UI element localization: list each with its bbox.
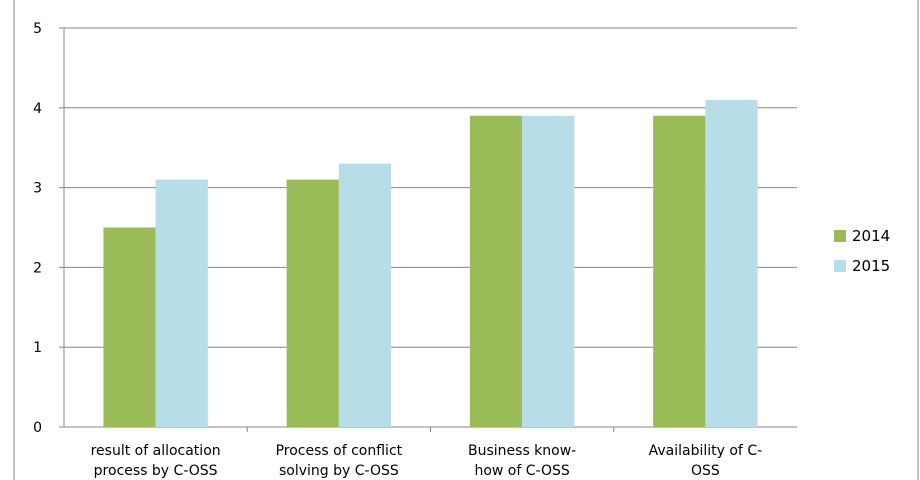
bar-2015-cat-0 xyxy=(155,179,208,427)
bar-2014-cat-0 xyxy=(103,227,156,427)
y-tick-label: 3 xyxy=(33,181,42,197)
x-category-label: Availability of C- xyxy=(649,443,763,459)
x-category-label: OSS xyxy=(691,463,720,479)
legend-label-2014: 2014 xyxy=(852,227,890,245)
axis-labels: 0 1 2 3 4 5 result of allocation process by C-O… xyxy=(33,21,762,479)
y-tick-label: 4 xyxy=(33,101,42,117)
x-category-label: Business know- xyxy=(468,443,576,459)
legend-label-2015: 2015 xyxy=(852,257,890,275)
bar-2014-cat-2 xyxy=(469,115,523,427)
y-tick-label: 0 xyxy=(33,420,42,436)
bar-2014-cat-3 xyxy=(653,115,706,427)
x-category-label: solving by C-OSS xyxy=(279,463,399,479)
x-category-label: how of C-OSS xyxy=(474,463,569,479)
legend-swatch-2015 xyxy=(834,260,846,272)
bars xyxy=(103,99,758,427)
bar-2015-cat-3 xyxy=(705,99,758,427)
bar-2015-cat-1 xyxy=(338,163,392,427)
bar-2014-cat-1 xyxy=(286,179,339,427)
y-tick-label: 1 xyxy=(33,340,42,356)
x-category-label: Process of conflict xyxy=(276,443,403,459)
bar-2015-cat-2 xyxy=(522,115,575,427)
legend-swatch-2014 xyxy=(834,230,846,242)
legend: 2014 2015 xyxy=(834,227,890,275)
y-tick-label: 2 xyxy=(33,260,42,276)
x-category-label: result of allocation xyxy=(91,443,221,459)
y-tick-label: 5 xyxy=(33,21,42,37)
x-category-label: process by C-OSS xyxy=(94,463,218,479)
